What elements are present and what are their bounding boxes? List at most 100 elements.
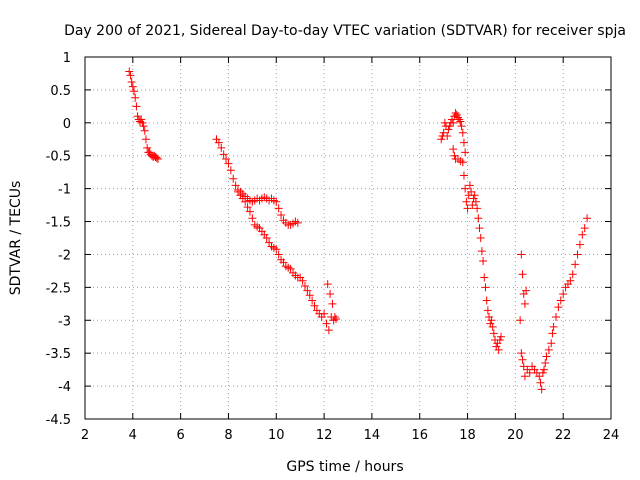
- data-point: [272, 197, 281, 206]
- data-point: [580, 224, 589, 233]
- data-point: [437, 135, 446, 144]
- data-point: [547, 339, 556, 348]
- data-point: [540, 365, 549, 374]
- data-point: [479, 257, 488, 266]
- data-point: [463, 204, 472, 213]
- data-point: [573, 250, 582, 259]
- data-point: [455, 115, 464, 124]
- data-point: [126, 71, 135, 80]
- data-point: [219, 150, 228, 159]
- data-point: [298, 276, 307, 285]
- data-point: [474, 214, 483, 223]
- data-point: [274, 250, 283, 259]
- data-point: [470, 191, 479, 200]
- data-point: [127, 78, 136, 87]
- data-point: [488, 322, 497, 331]
- data-point: [459, 171, 468, 180]
- data-point: [450, 151, 459, 160]
- data-point: [566, 276, 575, 285]
- data-point: [487, 316, 496, 325]
- data-point: [494, 345, 503, 354]
- data-point: [131, 93, 140, 102]
- data-point: [152, 153, 161, 162]
- data-point: [518, 355, 527, 364]
- data-point: [516, 316, 525, 325]
- x-tick-labels: 2 4 6 8 10 12 14 16 18 20 22 24: [81, 428, 619, 443]
- data-point: [477, 247, 486, 256]
- data-point: [143, 143, 152, 152]
- data-point: [328, 299, 337, 308]
- data-point: [274, 204, 283, 213]
- data-point: [538, 368, 547, 377]
- data-point: [458, 128, 467, 137]
- data-point: [578, 230, 587, 239]
- data-point: [537, 385, 546, 394]
- data-point: [439, 128, 448, 137]
- data-point: [243, 203, 252, 212]
- data-point: [467, 187, 476, 196]
- x-tick-label: 4: [129, 428, 137, 443]
- data-point: [548, 329, 557, 338]
- x-tick-label: 10: [268, 428, 285, 443]
- data-point: [517, 349, 526, 358]
- data-point: [458, 158, 467, 167]
- data-point: [520, 372, 529, 381]
- data-point: [497, 332, 506, 341]
- data-point: [245, 207, 254, 216]
- data-point: [326, 289, 335, 298]
- data-point: [322, 319, 331, 328]
- data-point: [583, 214, 592, 223]
- data-point: [457, 122, 466, 131]
- grid: [85, 57, 611, 419]
- data-point: [465, 181, 474, 190]
- data-point: [449, 118, 458, 127]
- data-point: [445, 122, 454, 131]
- x-tick-label: 8: [224, 428, 232, 443]
- data-point: [575, 240, 584, 249]
- data-point: [272, 245, 281, 254]
- data-point: [324, 326, 333, 335]
- data-point: [308, 296, 317, 305]
- data-point: [330, 312, 339, 321]
- y-tick-label: -2: [58, 248, 71, 263]
- data-point: [153, 155, 162, 164]
- data-point: [323, 280, 332, 289]
- data-point: [517, 250, 526, 259]
- data-point: [300, 282, 309, 291]
- y-tick-label: -3: [58, 314, 71, 329]
- data-point: [461, 184, 470, 193]
- data-point: [137, 115, 146, 124]
- data-point: [462, 197, 471, 206]
- data-point: [459, 138, 468, 147]
- data-point: [229, 174, 238, 183]
- data-point: [473, 204, 482, 213]
- data-point: [140, 126, 149, 135]
- data-point: [456, 117, 465, 126]
- y-tick-labels: 1 0.5 0 -0.5 -1 -1.5 -2 -2.5 -3 -3.5 -4 -4.5: [46, 51, 71, 428]
- data-point: [536, 378, 545, 387]
- x-tick-label: 24: [603, 428, 620, 443]
- data-point: [542, 352, 551, 361]
- data-point: [293, 218, 302, 227]
- data-point: [332, 314, 341, 323]
- data-point: [125, 67, 134, 76]
- data-point: [132, 102, 141, 111]
- y-tick-label: 0.5: [50, 84, 71, 99]
- y-tick-label: -1.5: [46, 216, 71, 231]
- data-point: [483, 306, 492, 315]
- data-point: [544, 345, 553, 354]
- data-point: [571, 260, 580, 269]
- data-point: [224, 159, 233, 168]
- data-point: [476, 234, 485, 242]
- data-point: [495, 336, 504, 345]
- data-point: [305, 291, 314, 300]
- x-tick-label: 14: [364, 428, 381, 443]
- data-point: [461, 148, 470, 157]
- y-tick-label: -0.5: [46, 150, 71, 165]
- data-point: [522, 286, 531, 295]
- data-point: [451, 108, 460, 117]
- data-point: [139, 122, 148, 131]
- data-point: [468, 201, 477, 210]
- data-point: [449, 145, 458, 154]
